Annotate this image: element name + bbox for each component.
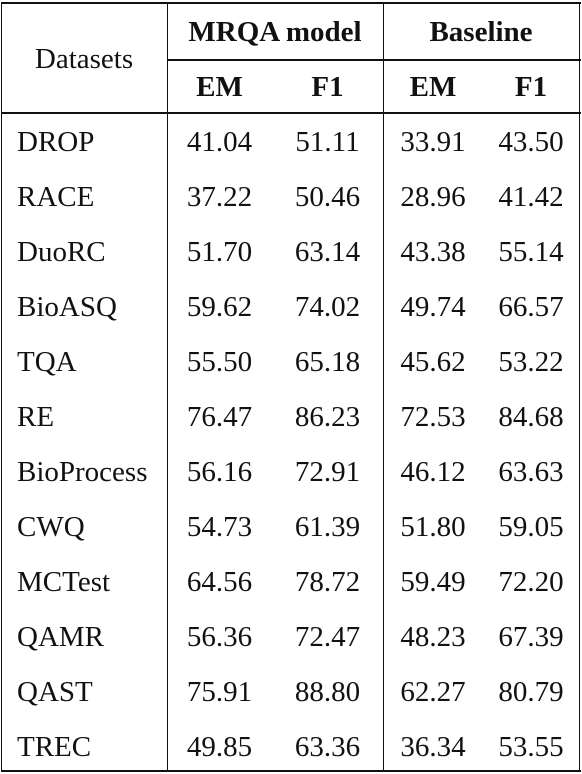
dataset-column-divider	[167, 2, 169, 772]
baseline-em-cell: 45.62	[400, 346, 466, 378]
mrqa-em-cell: 64.56	[186, 566, 253, 598]
dataset-name-cell: QAST	[17, 676, 93, 708]
mrqa-em-cell: 56.36	[186, 621, 253, 653]
mrqa-f1-cell: 61.39	[294, 511, 361, 543]
dataset-name-cell: TREC	[17, 731, 92, 763]
dataset-name-cell: QAMR	[17, 621, 105, 653]
dataset-name-cell: DuoRC	[17, 236, 106, 268]
baseline-em-cell: 46.12	[400, 456, 466, 488]
mrqa-em-cell: 55.50	[186, 346, 253, 378]
dataset-name-cell: DROP	[17, 126, 95, 158]
mrqa-f1-cell: 50.46	[294, 181, 361, 213]
baseline-em-cell: 62.27	[400, 676, 466, 708]
baseline-f1-cell: 63.63	[498, 456, 564, 488]
baseline-f1-cell: 72.20	[498, 566, 564, 598]
mrqa-em-cell: 75.91	[186, 676, 253, 708]
mrqa-f1-cell: 63.14	[294, 236, 361, 268]
dataset-name-cell: RE	[17, 401, 55, 433]
mrqa-em-cell: 59.62	[186, 291, 253, 323]
mrqa-f1-cell: 86.23	[294, 401, 361, 433]
bottom-rule	[1, 770, 581, 772]
header-bottom-rule	[1, 112, 581, 114]
mrqa-em-cell: 49.85	[186, 731, 253, 763]
baseline-f1-cell: 67.39	[498, 621, 564, 653]
mrqa-em-cell: 56.16	[186, 456, 253, 488]
baseline-em-cell: 72.53	[400, 401, 466, 433]
baseline-em-cell: 33.91	[400, 126, 466, 158]
baseline-f1-cell: 80.79	[498, 676, 564, 708]
right-border	[579, 2, 581, 772]
mrqa-em-cell: 37.22	[186, 181, 253, 213]
baseline-em-cell: 49.74	[400, 291, 466, 323]
mrqa-f1-cell: 51.11	[295, 126, 360, 158]
mrqa-f1-cell: 72.47	[294, 621, 361, 653]
baseline-f1-cell: 55.14	[498, 236, 564, 268]
mrqa-model-group-header: MRQA model	[188, 16, 362, 48]
mrqa-em-cell: 76.47	[186, 401, 253, 433]
mrqa-f1-cell: 63.36	[294, 731, 361, 763]
baseline-em-cell: 48.23	[400, 621, 466, 653]
baseline-f1-cell: 59.05	[498, 511, 564, 543]
mrqa-em-cell: 51.70	[186, 236, 253, 268]
baseline-group-header: Baseline	[429, 16, 533, 48]
dataset-name-cell: RACE	[17, 181, 95, 213]
mrqa-f1-cell: 88.80	[294, 676, 361, 708]
baseline-f1-cell: 43.50	[498, 126, 564, 158]
group-divider	[383, 2, 385, 772]
dataset-name-cell: BioProcess	[17, 456, 148, 488]
baseline-em-cell: 59.49	[400, 566, 466, 598]
baseline-em-cell: 43.38	[400, 236, 466, 268]
baseline-em-cell: 36.34	[400, 731, 466, 763]
datasets-header: Datasets	[34, 43, 134, 75]
baseline-f1-cell: 53.55	[498, 731, 564, 763]
mrqa-em-header: EM	[196, 71, 243, 103]
baseline-f1-cell: 66.57	[498, 291, 564, 323]
baseline-em-cell: 51.80	[400, 511, 466, 543]
group-header-rule	[167, 59, 581, 61]
baseline-em-cell: 28.96	[400, 181, 466, 213]
dataset-name-cell: CWQ	[17, 511, 85, 543]
mrqa-f1-cell: 78.72	[294, 566, 361, 598]
baseline-em-header: EM	[409, 71, 457, 103]
mrqa-f1-cell: 74.02	[294, 291, 361, 323]
mrqa-f1-header: F1	[311, 71, 344, 103]
baseline-f1-cell: 84.68	[498, 401, 564, 433]
left-border	[1, 2, 3, 772]
baseline-f1-header: F1	[514, 71, 548, 103]
mrqa-f1-cell: 65.18	[294, 346, 361, 378]
mrqa-em-cell: 54.73	[186, 511, 253, 543]
baseline-f1-cell: 53.22	[498, 346, 564, 378]
dataset-name-cell: BioASQ	[17, 291, 117, 323]
baseline-f1-cell: 41.42	[498, 181, 564, 213]
mrqa-f1-cell: 72.91	[294, 456, 361, 488]
mrqa-em-cell: 41.04	[186, 126, 253, 158]
dataset-name-cell: TQA	[17, 346, 77, 378]
top-rule	[1, 2, 581, 4]
dataset-name-cell: MCTest	[17, 566, 111, 598]
